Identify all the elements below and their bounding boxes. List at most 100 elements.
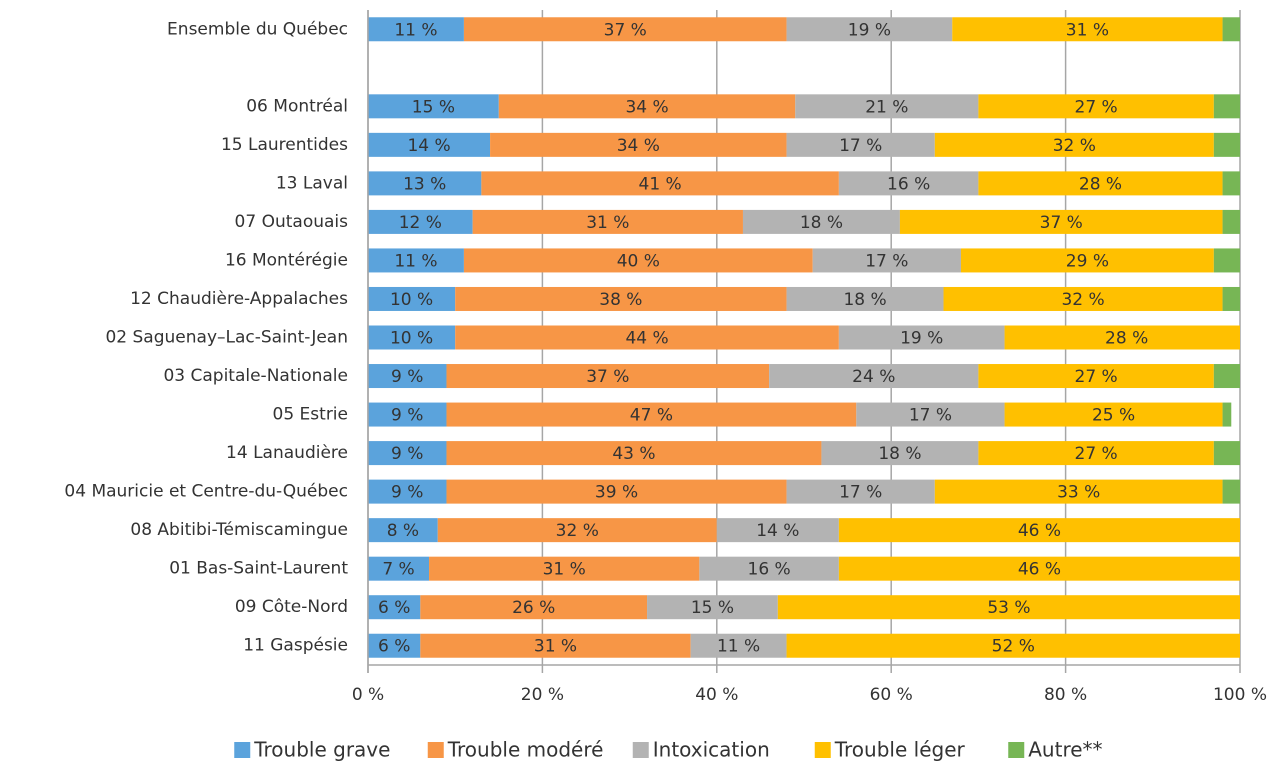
bar-segment: [446, 441, 822, 466]
bar-segment: [446, 364, 770, 389]
data-label: 12 %: [399, 213, 442, 233]
y-tick-label: 11 Gaspésie: [243, 636, 348, 656]
data-label: 27 %: [1075, 97, 1118, 117]
data-label: 18 %: [843, 290, 886, 310]
bar-segment: [481, 171, 839, 196]
bar-segment: [786, 633, 1240, 658]
bar-segment: [647, 595, 778, 620]
data-label: 32 %: [556, 521, 599, 541]
data-label: 6 %: [378, 637, 410, 657]
data-label: 43 %: [612, 444, 655, 464]
bar-segment: [786, 286, 944, 311]
bar-segment: [1222, 209, 1240, 234]
data-label: 37 %: [1040, 213, 1083, 233]
data-label: 34 %: [617, 136, 660, 156]
bar-segment: [786, 479, 935, 504]
bar-segment: [490, 132, 787, 157]
bar-segment: [472, 209, 743, 234]
data-label: 37 %: [586, 367, 629, 387]
data-label: 9 %: [391, 483, 423, 503]
bar-segment: [943, 286, 1223, 311]
y-tick-label: 08 Abitibi-Témiscamingue: [130, 520, 348, 540]
data-label: 18 %: [878, 444, 921, 464]
bar-segment: [368, 364, 447, 389]
bar-segment: [1213, 132, 1240, 157]
bar-segment: [1213, 94, 1240, 119]
data-label: 52 %: [992, 637, 1035, 657]
legend-swatch: [234, 742, 251, 758]
data-label: 33 %: [1057, 483, 1100, 503]
bar-segment: [368, 132, 491, 157]
bar-segment: [856, 402, 1005, 427]
data-label: 24 %: [852, 367, 895, 387]
legend-label: Autre**: [1028, 738, 1102, 762]
bar-segment: [368, 518, 438, 543]
data-label: 46 %: [1018, 560, 1061, 580]
bar-segment: [455, 286, 787, 311]
bar-segment: [838, 325, 1005, 350]
y-tick-label: 13 Laval: [276, 173, 348, 193]
data-label: 19 %: [900, 329, 943, 349]
data-label: 37 %: [604, 20, 647, 40]
x-tick-label: 60 %: [870, 685, 913, 705]
bar-segment: [420, 633, 691, 658]
data-label: 40 %: [617, 251, 660, 271]
bar-segment: [821, 441, 979, 466]
bar-segment: [838, 518, 1240, 543]
bar-segment: [1222, 402, 1232, 427]
bar-segment: [368, 633, 421, 658]
data-label: 11 %: [394, 20, 437, 40]
legend-swatch: [1008, 742, 1025, 758]
bar-segment: [368, 441, 447, 466]
x-tick-label: 20 %: [521, 685, 564, 705]
bar-segment: [978, 364, 1214, 389]
data-label: 17 %: [839, 483, 882, 503]
data-label: 11 %: [717, 637, 760, 657]
bar-segment: [1213, 364, 1240, 389]
y-tick-label: 01 Bas-Saint-Laurent: [169, 559, 348, 579]
bar-segment: [786, 17, 953, 42]
bar-segment: [742, 209, 900, 234]
data-label: 17 %: [839, 136, 882, 156]
bar-segment: [699, 556, 839, 581]
bar-segment: [368, 556, 430, 581]
bar-segment: [1222, 171, 1240, 196]
legend-swatch: [632, 742, 649, 758]
bar-segment: [838, 556, 1240, 581]
bar-segment: [368, 479, 447, 504]
data-label: 46 %: [1018, 521, 1061, 541]
x-tick-label: 100 %: [1213, 685, 1267, 705]
bar-segment: [368, 248, 464, 273]
bar-segment: [960, 248, 1214, 273]
data-label: 26 %: [512, 598, 555, 618]
y-tick-label: 12 Chaudière-Appalaches: [130, 289, 348, 309]
legend-label: Trouble grave: [253, 738, 390, 762]
data-label: 32 %: [1053, 136, 1096, 156]
data-label: 31 %: [1066, 20, 1109, 40]
data-label: 39 %: [595, 483, 638, 503]
data-label: 14 %: [407, 136, 450, 156]
bar-segment: [978, 171, 1223, 196]
bar-segment: [1222, 17, 1240, 42]
data-label: 19 %: [848, 20, 891, 40]
bar-segment: [978, 94, 1214, 119]
bar-segment: [463, 17, 787, 42]
y-tick-label: 04 Mauricie et Centre-du-Québec: [64, 482, 348, 502]
data-label: 31 %: [534, 637, 577, 657]
data-label: 17 %: [909, 406, 952, 426]
bar-segment: [1213, 248, 1240, 273]
data-label: 10 %: [390, 290, 433, 310]
data-label: 38 %: [599, 290, 642, 310]
y-tick-label: 16 Montérégie: [225, 250, 348, 270]
bar-segment: [446, 479, 787, 504]
data-label: 13 %: [403, 174, 446, 194]
data-label: 10 %: [390, 329, 433, 349]
x-tick-label: 0 %: [352, 685, 384, 705]
data-label: 44 %: [625, 329, 668, 349]
y-tick-label: 02 Saguenay–Lac-Saint-Jean: [105, 328, 348, 348]
bar-segment: [463, 248, 813, 273]
y-tick-label: 15 Laurentides: [221, 135, 348, 155]
bar-segment: [368, 402, 447, 427]
bar-segment: [429, 556, 700, 581]
